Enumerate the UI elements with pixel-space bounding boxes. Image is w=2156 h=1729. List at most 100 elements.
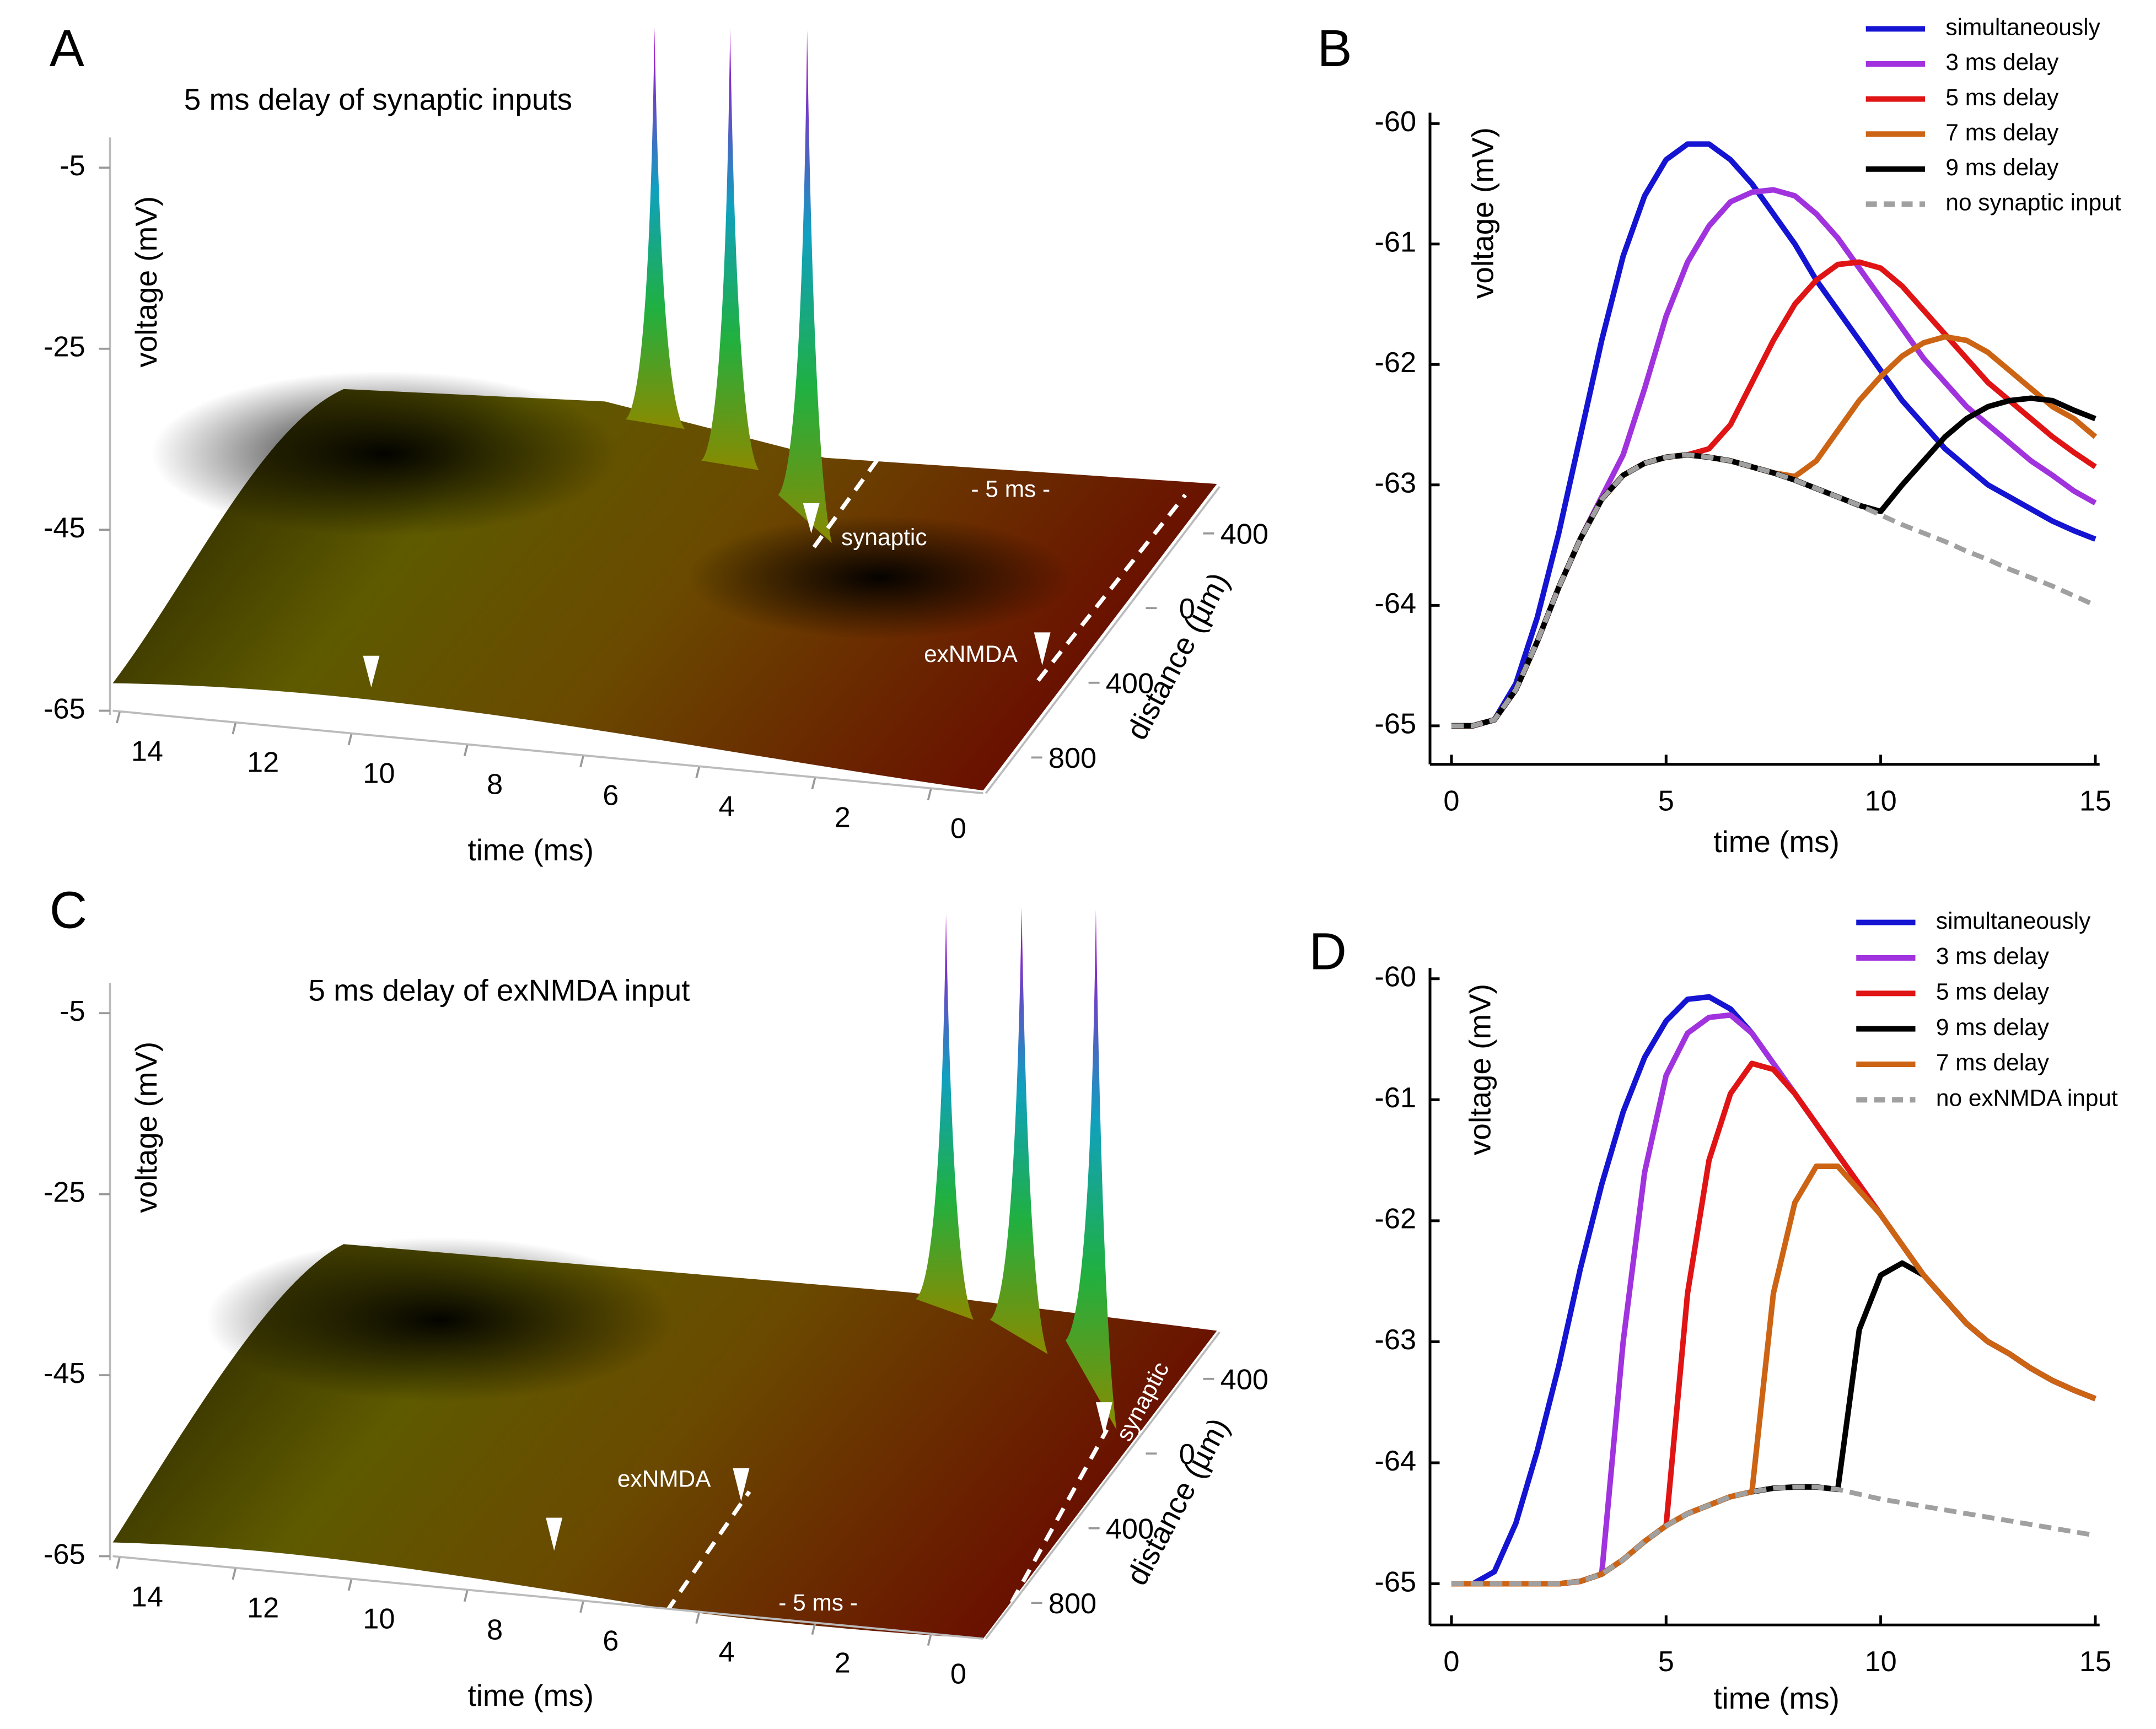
x-tick-label: 10 bbox=[1864, 785, 1896, 817]
y-axis-label: voltage (mV) bbox=[1463, 984, 1497, 1155]
annotation: exNMDA bbox=[924, 641, 1018, 667]
time-tick-label: 6 bbox=[603, 779, 619, 811]
legend-label: no exNMDA input bbox=[1936, 1085, 2118, 1111]
time-tick-label: 4 bbox=[718, 1636, 734, 1668]
y-tick-label: -60 bbox=[1374, 106, 1416, 138]
annotation: synaptic bbox=[841, 524, 927, 550]
series-line bbox=[1451, 395, 2096, 729]
y-tick-label: -65 bbox=[1374, 708, 1416, 740]
legend-label: no synaptic input bbox=[1945, 190, 2121, 216]
time-tick-label: 2 bbox=[835, 1647, 851, 1679]
y-tick-label: -62 bbox=[1374, 347, 1416, 379]
panel-title: 5 ms delay of synaptic inputs bbox=[184, 82, 572, 116]
distance-tick-label: 400 bbox=[1221, 519, 1268, 551]
time-tick-label: 10 bbox=[363, 1603, 395, 1635]
legend-label: 5 ms delay bbox=[1945, 84, 2059, 110]
time-axis-label: time (ms) bbox=[468, 1678, 594, 1712]
z-tick-label: -25 bbox=[44, 331, 85, 363]
distance-tick-label: 800 bbox=[1049, 742, 1096, 774]
time-tick-label: 0 bbox=[950, 1658, 966, 1690]
legend-label: 9 ms delay bbox=[1945, 154, 2059, 180]
time-tick bbox=[463, 745, 469, 757]
time-tick bbox=[232, 1568, 237, 1580]
x-tick-label: 5 bbox=[1658, 785, 1674, 817]
x-tick-label: 15 bbox=[2079, 1646, 2111, 1678]
series-line bbox=[1451, 187, 2097, 729]
y-tick-label: -65 bbox=[1374, 1566, 1416, 1598]
time-tick-label: 14 bbox=[131, 736, 163, 768]
annotation: exNMDA bbox=[617, 1466, 711, 1491]
time-tick bbox=[463, 1590, 469, 1602]
series-line bbox=[1451, 1164, 2096, 1587]
y-tick-label: -63 bbox=[1374, 1324, 1416, 1356]
z-tick-label: -5 bbox=[60, 150, 85, 182]
z-tick-label: -45 bbox=[44, 1358, 85, 1389]
series-line bbox=[1451, 141, 2096, 729]
time-tick-label: 10 bbox=[363, 758, 395, 790]
series-line bbox=[1451, 1484, 2096, 1586]
distance-tick-label: 800 bbox=[1049, 1588, 1096, 1620]
distance-axis bbox=[985, 486, 1221, 794]
annotation: - 5 ms - bbox=[971, 476, 1050, 502]
time-tick bbox=[695, 767, 700, 779]
annotation: - 5 ms - bbox=[778, 1590, 858, 1615]
panel-letter: D bbox=[1309, 923, 1347, 981]
time-tick-label: 4 bbox=[718, 790, 734, 822]
y-axis-label: voltage (mV) bbox=[1465, 127, 1499, 299]
x-tick-label: 5 bbox=[1658, 1646, 1674, 1678]
y-tick-label: -64 bbox=[1374, 588, 1416, 620]
x-axis-label: time (ms) bbox=[1713, 825, 1840, 859]
z-axis-label: voltage (mV) bbox=[129, 196, 163, 368]
time-tick bbox=[347, 1579, 353, 1591]
distance-tick-label: 400 bbox=[1106, 1513, 1154, 1545]
y-tick-label: -61 bbox=[1374, 227, 1416, 258]
x-tick-label: 0 bbox=[1443, 1646, 1459, 1678]
legend-label: 9 ms delay bbox=[1936, 1014, 2050, 1040]
legend-label: 3 ms delay bbox=[1936, 943, 2050, 969]
time-tick bbox=[579, 756, 584, 768]
legend-label: 3 ms delay bbox=[1945, 49, 2059, 75]
distance-axis bbox=[985, 1331, 1221, 1640]
time-tick bbox=[579, 1601, 584, 1613]
panel-title: 5 ms delay of exNMDA input bbox=[308, 973, 690, 1007]
panel-letter: A bbox=[50, 19, 85, 78]
time-tick-label: 8 bbox=[487, 769, 503, 801]
time-tick-label: 6 bbox=[603, 1625, 619, 1657]
y-tick-label: -63 bbox=[1374, 467, 1416, 499]
y-tick-label: -61 bbox=[1374, 1082, 1416, 1114]
series-line bbox=[1451, 1060, 2096, 1587]
time-tick bbox=[116, 712, 121, 724]
time-tick bbox=[116, 1557, 121, 1569]
time-tick-label: 14 bbox=[131, 1581, 163, 1613]
surface-c bbox=[112, 907, 1217, 1685]
time-tick bbox=[695, 1612, 700, 1624]
time-tick bbox=[811, 778, 816, 790]
time-axis-label: time (ms) bbox=[468, 833, 594, 867]
panel-letter: B bbox=[1318, 19, 1352, 78]
z-tick-label: -25 bbox=[44, 1176, 85, 1208]
time-tick bbox=[232, 723, 237, 735]
x-tick-label: 15 bbox=[2079, 785, 2111, 817]
legend-label: simultaneously bbox=[1945, 14, 2100, 40]
distance-tick-label: 0 bbox=[1179, 1439, 1195, 1471]
legend-label: 7 ms delay bbox=[1945, 119, 2059, 145]
panel-letter: C bbox=[50, 881, 87, 940]
z-tick-label: -45 bbox=[44, 512, 85, 544]
z-tick-label: -65 bbox=[44, 693, 85, 725]
x-tick-label: 0 bbox=[1443, 785, 1459, 817]
time-tick bbox=[927, 1634, 932, 1646]
distance-tick-label: 0 bbox=[1179, 593, 1195, 625]
y-tick-label: -64 bbox=[1374, 1445, 1416, 1477]
z-tick-label: -65 bbox=[44, 1538, 85, 1570]
time-tick-label: 12 bbox=[247, 747, 279, 779]
x-tick-label: 10 bbox=[1864, 1646, 1896, 1678]
time-tick-label: 0 bbox=[950, 812, 966, 844]
time-tick-label: 8 bbox=[487, 1614, 503, 1646]
z-tick-label: -5 bbox=[60, 995, 85, 1027]
time-tick bbox=[347, 734, 353, 746]
time-tick-label: 12 bbox=[247, 1592, 279, 1624]
series-line bbox=[1451, 452, 2096, 729]
x-axis-label: time (ms) bbox=[1713, 1681, 1840, 1715]
legend-label: 7 ms delay bbox=[1936, 1049, 2050, 1075]
